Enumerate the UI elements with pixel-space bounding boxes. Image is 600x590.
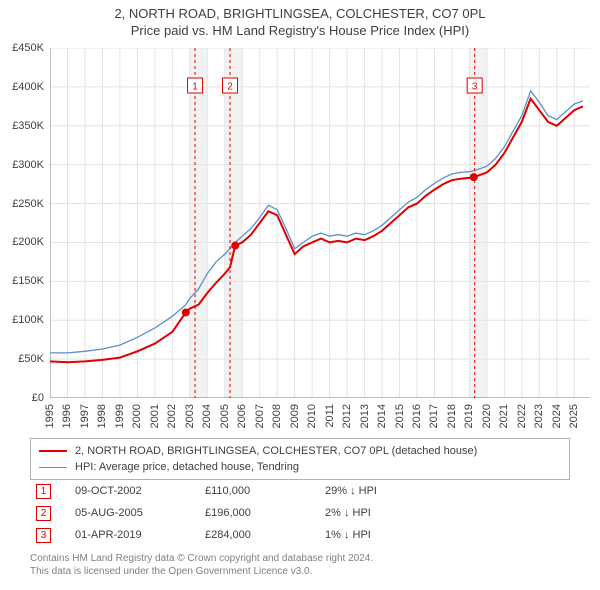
chart-area: 1 2 3 <box>50 48 590 398</box>
x-tick-label: 2012 <box>341 404 353 428</box>
footer-line1: Contains HM Land Registry data © Crown c… <box>30 552 570 565</box>
svg-text:2: 2 <box>227 82 233 93</box>
svg-text:3: 3 <box>472 82 478 93</box>
legend-label: 2, NORTH ROAD, BRIGHTLINGSEA, COLCHESTER… <box>75 445 477 457</box>
x-tick-label: 2022 <box>516 404 528 428</box>
x-axis: 1995199619971998199920002001200220032004… <box>50 398 590 438</box>
series-hpi <box>50 91 583 353</box>
event-price: £284,000 <box>205 529 325 541</box>
x-tick-label: 2024 <box>551 404 563 428</box>
x-tick-label: 1996 <box>61 404 73 428</box>
title-line2: Price paid vs. HM Land Registry's House … <box>0 23 600 38</box>
y-tick-label: £250K <box>12 198 44 210</box>
x-tick-label: 2025 <box>568 404 580 428</box>
x-tick-label: 2016 <box>411 404 423 428</box>
event-date: 05-AUG-2005 <box>75 507 205 519</box>
legend-swatch <box>39 450 67 452</box>
x-tick-label: 2010 <box>306 404 318 428</box>
event-date: 01-APR-2019 <box>75 529 205 541</box>
event-dot <box>182 308 190 316</box>
x-tick-label: 2007 <box>254 404 266 428</box>
event-delta: 2% ↓ HPI <box>325 507 371 519</box>
y-tick-label: £0 <box>32 392 44 404</box>
legend-row: HPI: Average price, detached house, Tend… <box>39 459 561 475</box>
legend-swatch <box>39 467 67 468</box>
x-tick-label: 2002 <box>166 404 178 428</box>
x-tick-label: 2001 <box>149 404 161 428</box>
event-delta: 29% ↓ HPI <box>325 485 377 497</box>
event-row: 3 01-APR-2019£284,0001% ↓ HPI <box>30 524 570 546</box>
x-tick-label: 2005 <box>219 404 231 428</box>
x-tick-label: 1997 <box>79 404 91 428</box>
y-tick-label: £350K <box>12 120 44 132</box>
x-tick-label: 2009 <box>289 404 301 428</box>
y-tick-label: £300K <box>12 159 44 171</box>
events-table: 1 09-OCT-2002£110,00029% ↓ HPI 2 05-AUG-200… <box>30 480 570 546</box>
footer-line2: This data is licensed under the Open Gov… <box>30 565 570 578</box>
x-tick-label: 2020 <box>481 404 493 428</box>
footer: Contains HM Land Registry data © Crown c… <box>30 552 570 578</box>
x-tick-label: 2023 <box>533 404 545 428</box>
event-marker-box: 3 <box>36 528 51 543</box>
x-tick-label: 1995 <box>44 404 56 428</box>
x-tick-label: 2015 <box>394 404 406 428</box>
event-dot <box>231 242 239 250</box>
x-tick-label: 2021 <box>498 404 510 428</box>
y-tick-label: £50K <box>18 353 44 365</box>
y-tick-label: £450K <box>12 42 44 54</box>
x-tick-label: 2018 <box>446 404 458 428</box>
x-tick-label: 2003 <box>184 404 196 428</box>
svg-text:1: 1 <box>192 82 198 93</box>
legend-row: 2, NORTH ROAD, BRIGHTLINGSEA, COLCHESTER… <box>39 443 561 459</box>
event-marker-box: 2 <box>36 506 51 521</box>
title-line1: 2, NORTH ROAD, BRIGHTLINGSEA, COLCHESTER… <box>0 6 600 21</box>
event-row: 2 05-AUG-2005£196,0002% ↓ HPI <box>30 502 570 524</box>
x-tick-label: 2017 <box>428 404 440 428</box>
event-row: 1 09-OCT-2002£110,00029% ↓ HPI <box>30 480 570 502</box>
series-property <box>50 99 583 363</box>
x-tick-label: 2019 <box>463 404 475 428</box>
event-price: £110,000 <box>205 485 325 497</box>
x-tick-label: 2006 <box>236 404 248 428</box>
y-tick-label: £100K <box>12 314 44 326</box>
event-delta: 1% ↓ HPI <box>325 529 371 541</box>
x-tick-label: 1998 <box>96 404 108 428</box>
x-tick-label: 2011 <box>324 404 336 428</box>
x-tick-label: 2004 <box>201 404 213 428</box>
legend-label: HPI: Average price, detached house, Tend… <box>75 461 299 473</box>
y-tick-label: £400K <box>12 81 44 93</box>
x-tick-label: 2000 <box>131 404 143 428</box>
event-date: 09-OCT-2002 <box>75 485 205 497</box>
x-tick-label: 1999 <box>114 404 126 428</box>
x-tick-label: 2014 <box>376 404 388 428</box>
x-tick-label: 2013 <box>359 404 371 428</box>
title-block: 2, NORTH ROAD, BRIGHTLINGSEA, COLCHESTER… <box>0 0 600 38</box>
event-marker-box: 1 <box>36 484 51 499</box>
chart-container: 2, NORTH ROAD, BRIGHTLINGSEA, COLCHESTER… <box>0 0 600 590</box>
y-tick-label: £200K <box>12 236 44 248</box>
y-tick-label: £150K <box>12 275 44 287</box>
event-price: £196,000 <box>205 507 325 519</box>
legend: 2, NORTH ROAD, BRIGHTLINGSEA, COLCHESTER… <box>30 438 570 480</box>
x-tick-label: 2008 <box>271 404 283 428</box>
chart-svg: 1 2 3 <box>50 48 590 398</box>
event-dot <box>470 173 478 181</box>
y-axis: £0£50K£100K£150K£200K£250K£300K£350K£400… <box>0 48 48 398</box>
